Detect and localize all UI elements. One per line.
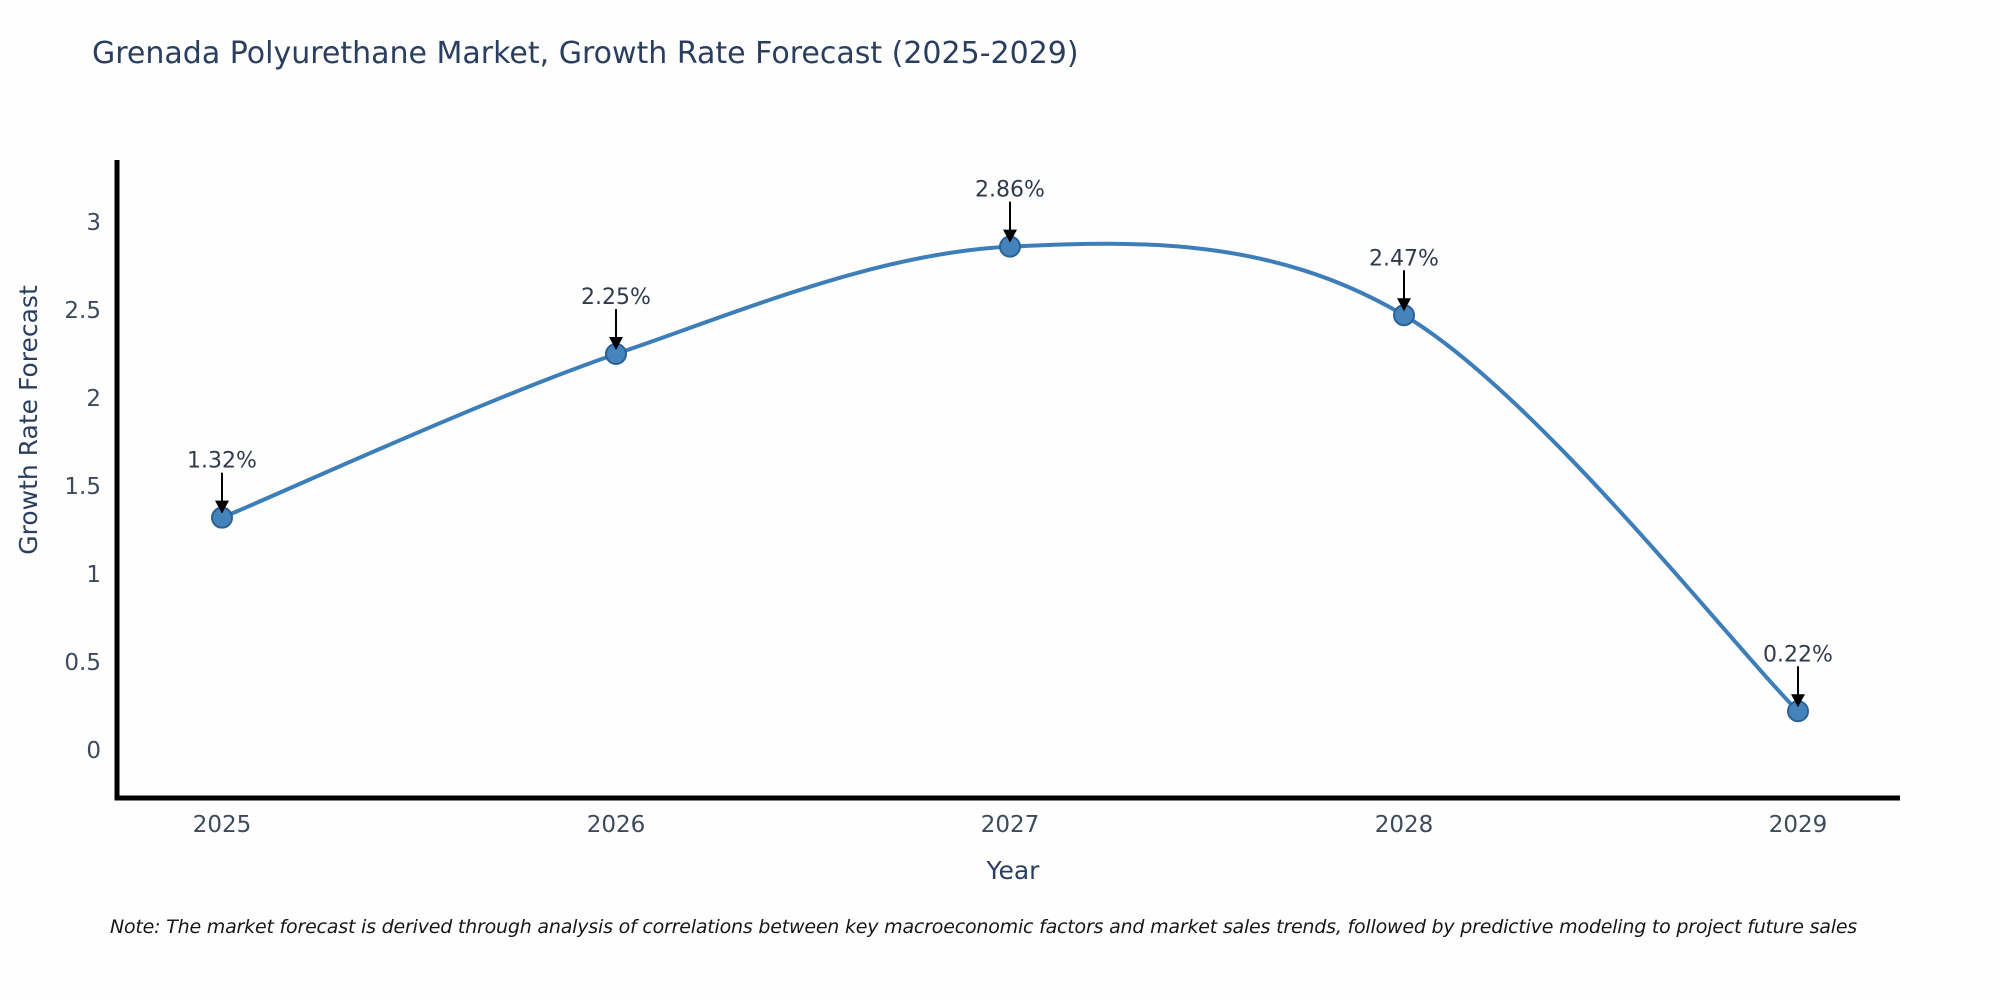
y-tick-label: 1 bbox=[86, 562, 101, 588]
point-value-label: 2.86% bbox=[975, 178, 1045, 203]
annotation-arrowhead-icon bbox=[1003, 229, 1017, 243]
trend-line bbox=[221, 241, 1800, 713]
chart-title: Grenada Polyurethane Market, Growth Rate… bbox=[92, 36, 1079, 71]
x-axis-title: Year bbox=[986, 856, 1040, 885]
x-tick-label: 2029 bbox=[1769, 812, 1828, 838]
y-tick-label: 0 bbox=[86, 738, 101, 764]
point-value-label: 2.25% bbox=[581, 285, 651, 310]
y-tick-label: 2 bbox=[86, 386, 101, 412]
annotation-arrowhead-icon bbox=[215, 500, 229, 514]
x-tick-label: 2028 bbox=[1375, 812, 1434, 838]
point-value-label: 0.22% bbox=[1763, 642, 1833, 667]
annotation-arrowhead-icon bbox=[1397, 298, 1411, 312]
x-tick-label: 2027 bbox=[981, 812, 1040, 838]
y-tick-label: 2.5 bbox=[64, 298, 101, 324]
note-text: Note: The market forecast is derived thr… bbox=[110, 916, 1858, 938]
x-tick-label: 2025 bbox=[193, 812, 252, 838]
y-tick-label: 1.5 bbox=[64, 474, 101, 500]
y-axis-title: Growth Rate Forecast bbox=[14, 285, 43, 555]
y-tick-label: 0.5 bbox=[64, 650, 101, 676]
point-value-label: 1.32% bbox=[187, 449, 257, 474]
y-tick-label: 3 bbox=[86, 210, 101, 236]
x-tick-label: 2026 bbox=[587, 812, 646, 838]
annotation-arrowhead-icon bbox=[1791, 694, 1805, 708]
point-value-label: 2.47% bbox=[1369, 246, 1439, 271]
annotation-arrowhead-icon bbox=[609, 337, 623, 350]
